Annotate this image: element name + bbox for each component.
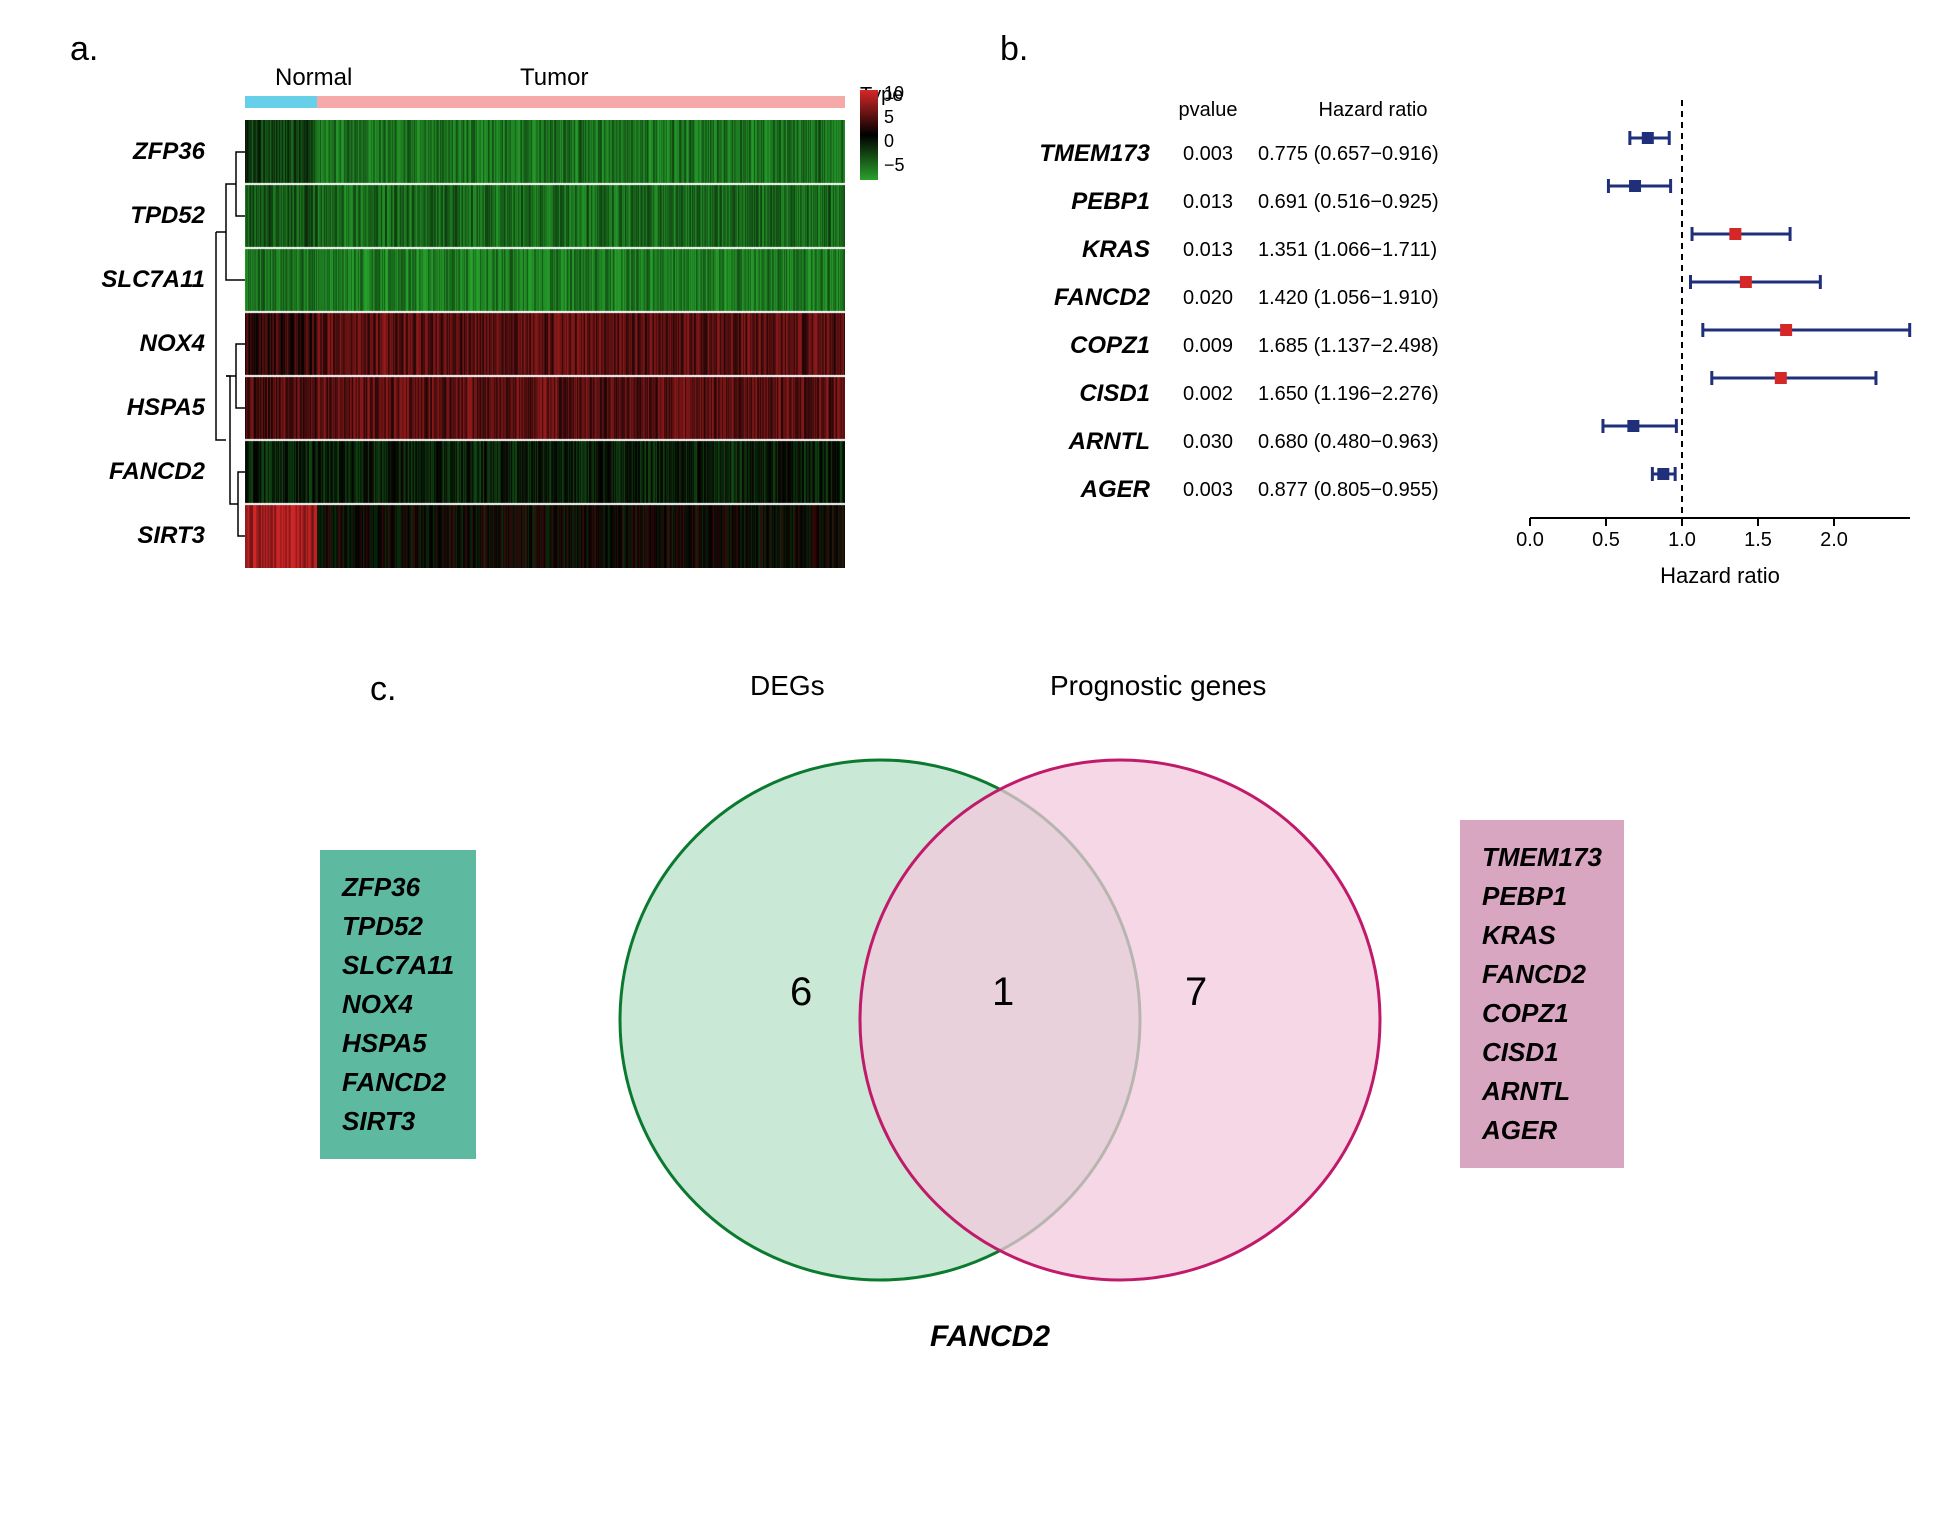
- svg-text:0.5: 0.5: [1592, 529, 1620, 551]
- svg-text:2.0: 2.0: [1820, 529, 1848, 551]
- normal-label: Normal: [275, 64, 352, 92]
- venn-right-title: Prognostic genes: [1050, 670, 1266, 702]
- forest-gene-label: COPZ1: [1010, 332, 1168, 360]
- forest-pvalue: 0.002: [1168, 383, 1248, 406]
- gene-item: FANCD2: [1482, 955, 1602, 994]
- heatmap-row-labels: ZFP36TPD52SLC7A11NOX4HSPA5FANCD2SIRT3: [80, 120, 205, 568]
- forest-gene-label: ARNTL: [1010, 428, 1168, 456]
- forest-pvalue: 0.003: [1168, 143, 1248, 166]
- intersection-gene-label: FANCD2: [930, 1320, 1050, 1354]
- type-colorbar: [245, 96, 845, 108]
- forest-pvalue: 0.030: [1168, 431, 1248, 454]
- prognostic-gene-box: TMEM173PEBP1KRASFANCD2COPZ1CISD1ARNTLAGE…: [1460, 820, 1624, 1168]
- svg-text:1.5: 1.5: [1744, 529, 1772, 551]
- svg-text:1.0: 1.0: [1668, 529, 1696, 551]
- forest-gene-label: TMEM173: [1010, 140, 1168, 168]
- forest-row: AGER0.0030.877 (0.805−0.955): [1010, 466, 1488, 514]
- colorbar-ticks: 1050−5: [884, 84, 905, 180]
- forest-row: KRAS0.0131.351 (1.066−1.711): [1010, 226, 1488, 274]
- forest-hr-text: 0.680 (0.480−0.963): [1248, 431, 1488, 454]
- row-dendrogram: [208, 120, 245, 568]
- gene-item: SIRT3: [342, 1102, 454, 1141]
- heatmap-row-label: SLC7A11: [80, 248, 205, 312]
- panel-c: DEGs Prognostic genes 6 1 7 ZFP36TPD52SL…: [290, 670, 1690, 1410]
- forest-hr-text: 1.420 (1.056−1.910): [1248, 287, 1488, 310]
- svg-text:0.0: 0.0: [1516, 529, 1544, 551]
- forest-plot: 0.0 0.5 1.0 1.5 2.0 Hazard ratio: [1510, 90, 1930, 589]
- panel-a: Normal Tumor Type ZFP36TPD52SLC7A11NOX4H…: [80, 40, 950, 600]
- gene-item: COPZ1: [1482, 994, 1602, 1033]
- venn-left-count: 6: [790, 970, 812, 1015]
- forest-row: COPZ10.0091.685 (1.137−2.498): [1010, 322, 1488, 370]
- forest-gene-label: PEBP1: [1010, 188, 1168, 216]
- gene-item: FANCD2: [342, 1063, 454, 1102]
- heatmap-row-label: HSPA5: [80, 376, 205, 440]
- forest-hr-text: 0.775 (0.657−0.916): [1248, 143, 1488, 166]
- forest-table: pvalue Hazard ratio TMEM1730.0030.775 (0…: [1010, 90, 1488, 514]
- forest-gene-label: CISD1: [1010, 380, 1168, 408]
- gene-item: HSPA5: [342, 1024, 454, 1063]
- gene-item: SLC7A11: [342, 946, 454, 985]
- gene-item: CISD1: [1482, 1033, 1602, 1072]
- forest-hr-text: 1.351 (1.066−1.711): [1248, 239, 1488, 262]
- venn-right-count: 7: [1185, 970, 1207, 1015]
- gene-item: ZFP36: [342, 868, 454, 907]
- forest-pvalue: 0.013: [1168, 191, 1248, 214]
- forest-pvalue: 0.013: [1168, 239, 1248, 262]
- forest-row: TMEM1730.0030.775 (0.657−0.916): [1010, 130, 1488, 178]
- pvalue-header: pvalue: [1168, 99, 1248, 122]
- tumor-label: Tumor: [520, 64, 588, 92]
- figure-root: a. Normal Tumor Type ZFP36TPD52SLC7A11NO…: [30, 30, 1914, 1506]
- hr-header: Hazard ratio: [1248, 99, 1488, 122]
- heatmap-row-label: FANCD2: [80, 440, 205, 504]
- gene-item: KRAS: [1482, 916, 1602, 955]
- forest-hr-text: 1.685 (1.137−2.498): [1248, 335, 1488, 358]
- venn-center-count: 1: [992, 970, 1014, 1015]
- forest-pvalue: 0.003: [1168, 479, 1248, 502]
- heatmap-row-label: SIRT3: [80, 504, 205, 568]
- venn-left-title: DEGs: [750, 670, 825, 702]
- heatmap: [245, 120, 845, 568]
- gene-item: PEBP1: [1482, 877, 1602, 916]
- heatmap-row-label: NOX4: [80, 312, 205, 376]
- forest-gene-label: AGER: [1010, 476, 1168, 504]
- gene-item: ARNTL: [1482, 1072, 1602, 1111]
- heatmap-row-label: TPD52: [80, 184, 205, 248]
- forest-gene-label: FANCD2: [1010, 284, 1168, 312]
- panel-b: pvalue Hazard ratio TMEM1730.0030.775 (0…: [1010, 40, 1940, 600]
- colorbar: 1050−5: [860, 90, 940, 180]
- forest-gene-label: KRAS: [1010, 236, 1168, 264]
- gene-item: AGER: [1482, 1111, 1602, 1150]
- forest-hr-text: 0.691 (0.516−0.925): [1248, 191, 1488, 214]
- forest-hr-text: 1.650 (1.196−2.276): [1248, 383, 1488, 406]
- forest-hr-text: 0.877 (0.805−0.955): [1248, 479, 1488, 502]
- forest-row: ARNTL0.0300.680 (0.480−0.963): [1010, 418, 1488, 466]
- forest-row: FANCD20.0201.420 (1.056−1.910): [1010, 274, 1488, 322]
- forest-row: CISD10.0021.650 (1.196−2.276): [1010, 370, 1488, 418]
- forest-xlabel: Hazard ratio: [1510, 563, 1930, 589]
- forest-pvalue: 0.009: [1168, 335, 1248, 358]
- gene-item: NOX4: [342, 985, 454, 1024]
- forest-row: PEBP10.0130.691 (0.516−0.925): [1010, 178, 1488, 226]
- degs-gene-box: ZFP36TPD52SLC7A11NOX4HSPA5FANCD2SIRT3: [320, 850, 476, 1159]
- forest-pvalue: 0.020: [1168, 287, 1248, 310]
- heatmap-row-label: ZFP36: [80, 120, 205, 184]
- gene-item: TPD52: [342, 907, 454, 946]
- gene-item: TMEM173: [1482, 838, 1602, 877]
